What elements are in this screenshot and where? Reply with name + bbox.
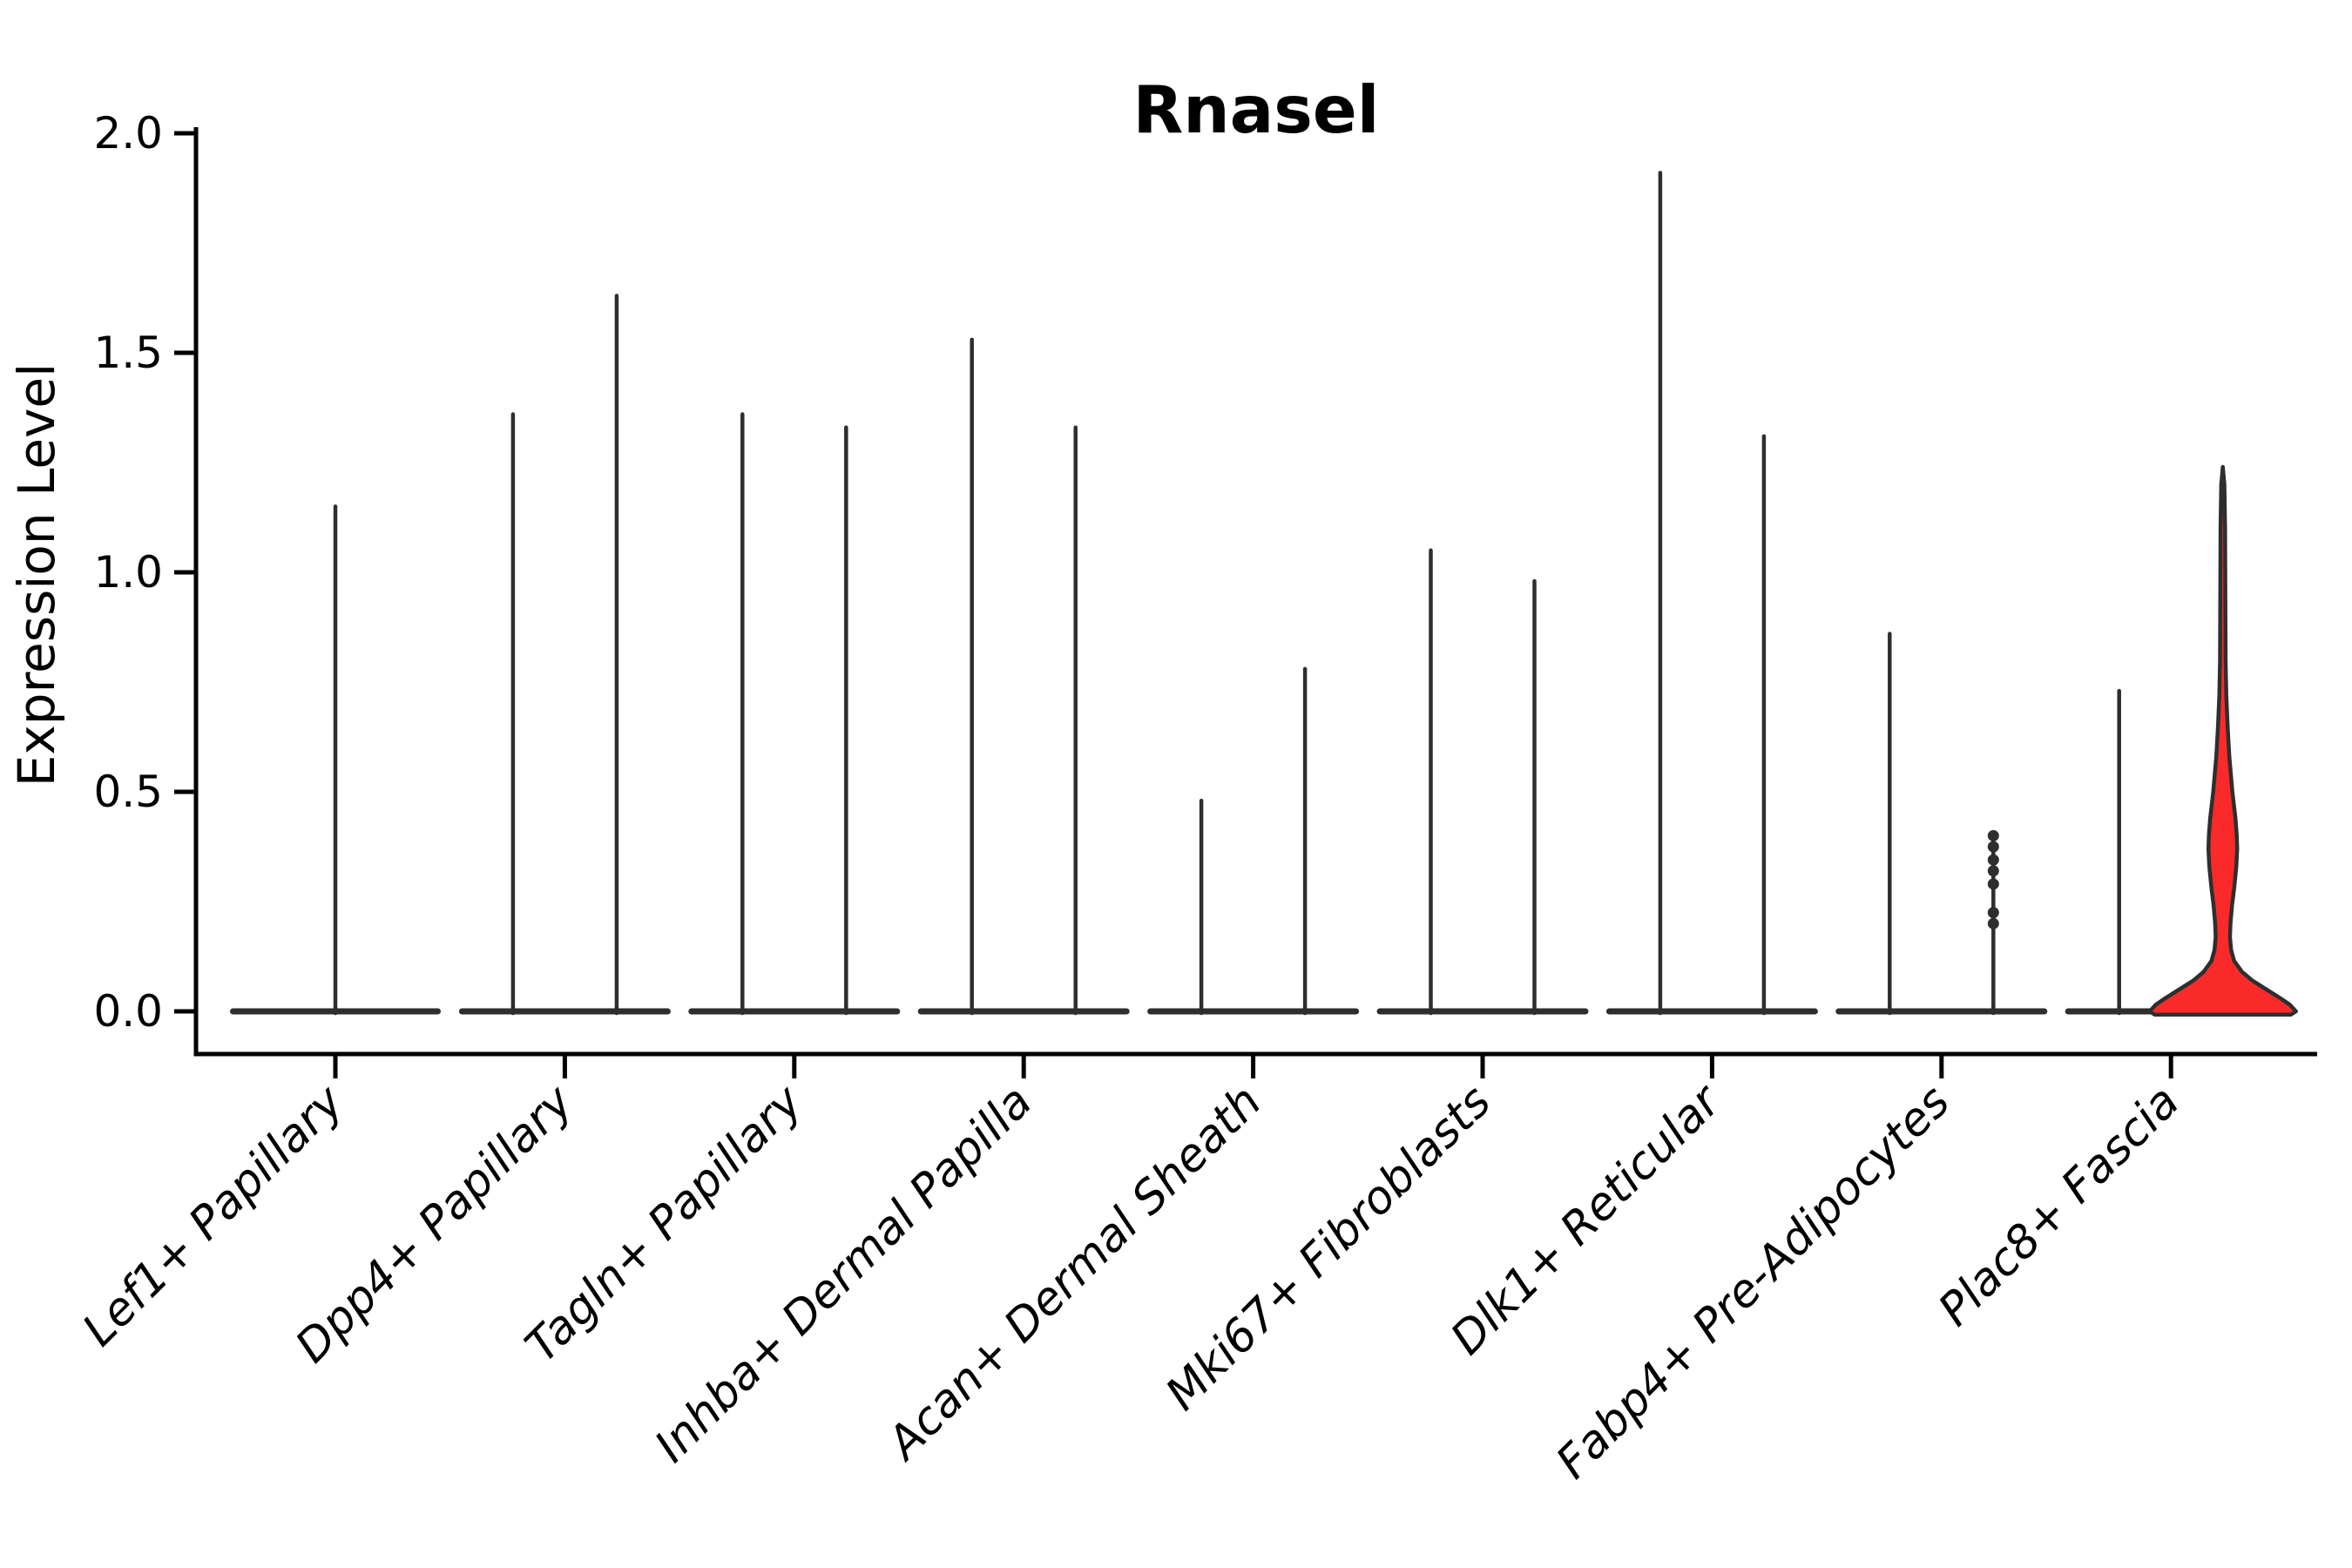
y-tick-label: 0.0	[93, 986, 163, 1037]
violin-Mki67+ Fibroblasts-left	[1376, 548, 1485, 1016]
highlighted-violin-shape	[2147, 464, 2298, 1017]
data-point-dot	[1987, 854, 1999, 866]
axis-spines	[193, 127, 2317, 1057]
violin-Dpp4+ Papillary-left	[458, 412, 567, 1016]
data-point-dot	[1987, 878, 1999, 890]
violin-Tagln+ Papillary-left	[688, 412, 797, 1016]
violin-Inhba+ Dermal Papilla-left	[917, 337, 1026, 1016]
x-tick-label: Plac8+ Fascia	[1929, 1076, 2189, 1336]
violin-Fabp4+ Pre-Adipocytes-left	[1835, 632, 1944, 1016]
y-tick-label: 1.5	[93, 328, 163, 378]
violin-Plac8+ Fascia-left	[2065, 688, 2173, 1016]
data-point-dot	[1987, 865, 1999, 877]
violin-Mki67+ Fibroblasts-right	[1480, 578, 1589, 1016]
y-tick-label: 0.5	[93, 767, 163, 817]
x-tick-label: Fabp4+ Pre-Adipocytes	[1546, 1076, 1960, 1490]
x-tick-label: Inhba+ Dermal Papilla	[645, 1076, 1043, 1473]
y-tick-label: 1.0	[93, 547, 163, 598]
violin-Plac8+ Fascia-right	[2147, 464, 2298, 1017]
violins-layer	[230, 171, 2298, 1017]
data-point-dot	[1987, 917, 1999, 929]
data-point-dot	[1987, 829, 1999, 841]
x-tick-label: Acan+ Dermal Sheath	[876, 1076, 1272, 1471]
y-axis-label: Expression Level	[7, 363, 66, 787]
violin-Dlk1+ Reticular-left	[1605, 171, 1714, 1016]
violin-Lef1+ Papillary-single	[230, 504, 441, 1016]
violin-Tagln+ Papillary-right	[792, 425, 901, 1016]
violin-Fabp4+ Pre-Adipocytes-right	[1939, 829, 2048, 1016]
violin-Dlk1+ Reticular-right	[1709, 434, 1818, 1016]
violin-Dpp4+ Papillary-right	[562, 294, 671, 1016]
violin-Inhba+ Dermal Papilla-right	[1021, 425, 1130, 1016]
data-point-dot	[1987, 841, 1999, 853]
violin-Acan+ Dermal Sheath-left	[1147, 798, 1256, 1016]
data-point-dot	[1987, 907, 1999, 919]
violin-Acan+ Dermal Sheath-right	[1251, 666, 1360, 1016]
y-tick-label: 2.0	[93, 108, 163, 159]
chart-title: Rnasel	[1133, 71, 1380, 148]
